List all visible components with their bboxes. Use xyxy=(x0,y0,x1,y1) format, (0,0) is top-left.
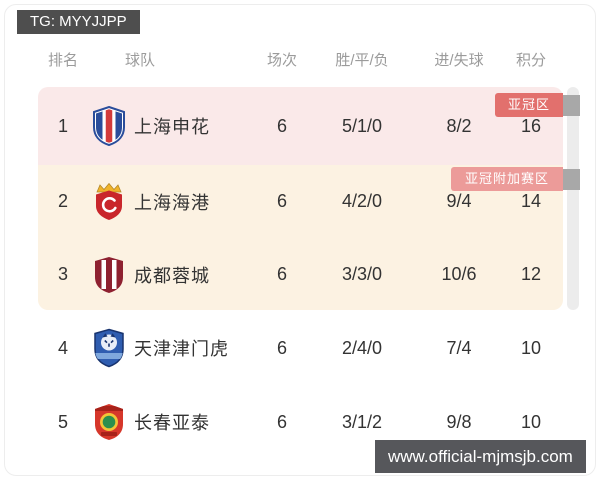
wdl-value: 4/2/0 xyxy=(341,191,383,211)
zone-badge-acl: 亚冠区 xyxy=(495,93,563,117)
wdl-value: 2/4/0 xyxy=(341,337,383,358)
acl-zone-band xyxy=(38,87,563,165)
matches-value: 6 xyxy=(276,337,287,358)
header-points: 积分 xyxy=(515,51,546,69)
goals-value: 10/6 xyxy=(441,264,477,284)
team-name: 成都蓉城 xyxy=(134,265,210,286)
matches-value: 6 xyxy=(276,411,287,432)
rank-value: 2 xyxy=(57,191,68,211)
scrollbar-thumb[interactable] xyxy=(563,95,580,116)
table-row: 3 成都蓉城 6 3/3/0 10/6 12 xyxy=(0,238,600,311)
team-logo-shanghai-shenhua-icon xyxy=(92,87,126,165)
scrollbar-thumb[interactable] xyxy=(563,169,580,190)
table-header: 排名 球队 场次 胜/平/负 进/失球 积分 xyxy=(0,46,600,72)
header-goals: 进/失球 xyxy=(434,51,484,69)
tg-watermark-badge: TG: MYYJJPP xyxy=(17,10,140,34)
rank-value: 5 xyxy=(57,411,68,432)
goals-value: 8/2 xyxy=(446,115,472,136)
team-name: 上海申花 xyxy=(134,117,210,137)
website-watermark-badge: www.official-mjmsjb.com xyxy=(375,440,586,473)
wdl-value: 3/3/0 xyxy=(341,264,383,284)
wdl-value: 5/1/0 xyxy=(341,115,383,136)
matches-value: 6 xyxy=(276,264,287,284)
zone-badge-acl-playoff: 亚冠附加赛区 xyxy=(451,167,563,191)
points-value: 14 xyxy=(520,191,542,211)
points-value: 10 xyxy=(520,337,542,358)
team-logo-chengdu-rongcheng-icon xyxy=(92,238,126,311)
matches-value: 6 xyxy=(276,191,287,211)
points-value: 16 xyxy=(520,115,542,136)
team-name: 长春亚泰 xyxy=(134,413,210,433)
team-name: 天津津门虎 xyxy=(134,339,229,359)
wdl-value: 3/1/2 xyxy=(341,411,383,432)
table-row: 1 上海申花 6 5/1/0 8/2 16 xyxy=(0,87,600,165)
rank-value: 4 xyxy=(57,337,68,358)
rank-value: 3 xyxy=(57,264,68,284)
goals-value: 9/4 xyxy=(446,191,472,211)
points-value: 12 xyxy=(520,264,542,284)
header-wdl: 胜/平/负 xyxy=(335,51,389,69)
matches-value: 6 xyxy=(276,115,287,136)
table-row: 2 上海海港 6 4/2/0 9/4 14 xyxy=(0,165,600,238)
team-logo-tianjin-jinmen-tiger-icon xyxy=(92,311,126,385)
table-row: 5 长春亚泰 6 3/1/2 9/8 10 xyxy=(0,385,600,459)
header-team: 球队 xyxy=(125,51,156,69)
goals-value: 7/4 xyxy=(446,337,472,358)
points-value: 10 xyxy=(520,411,542,432)
header-rank: 排名 xyxy=(47,51,78,69)
table-row: 4 天津津门虎 6 2/4/0 7/4 10 xyxy=(0,311,600,385)
header-matches: 场次 xyxy=(266,51,297,69)
team-logo-shanghai-port-icon xyxy=(92,165,126,238)
rank-value: 1 xyxy=(57,115,68,136)
goals-value: 9/8 xyxy=(446,411,472,432)
team-name: 上海海港 xyxy=(134,192,210,213)
team-logo-changchun-yatai-icon xyxy=(92,385,126,459)
scrollbar-track[interactable] xyxy=(567,87,579,310)
